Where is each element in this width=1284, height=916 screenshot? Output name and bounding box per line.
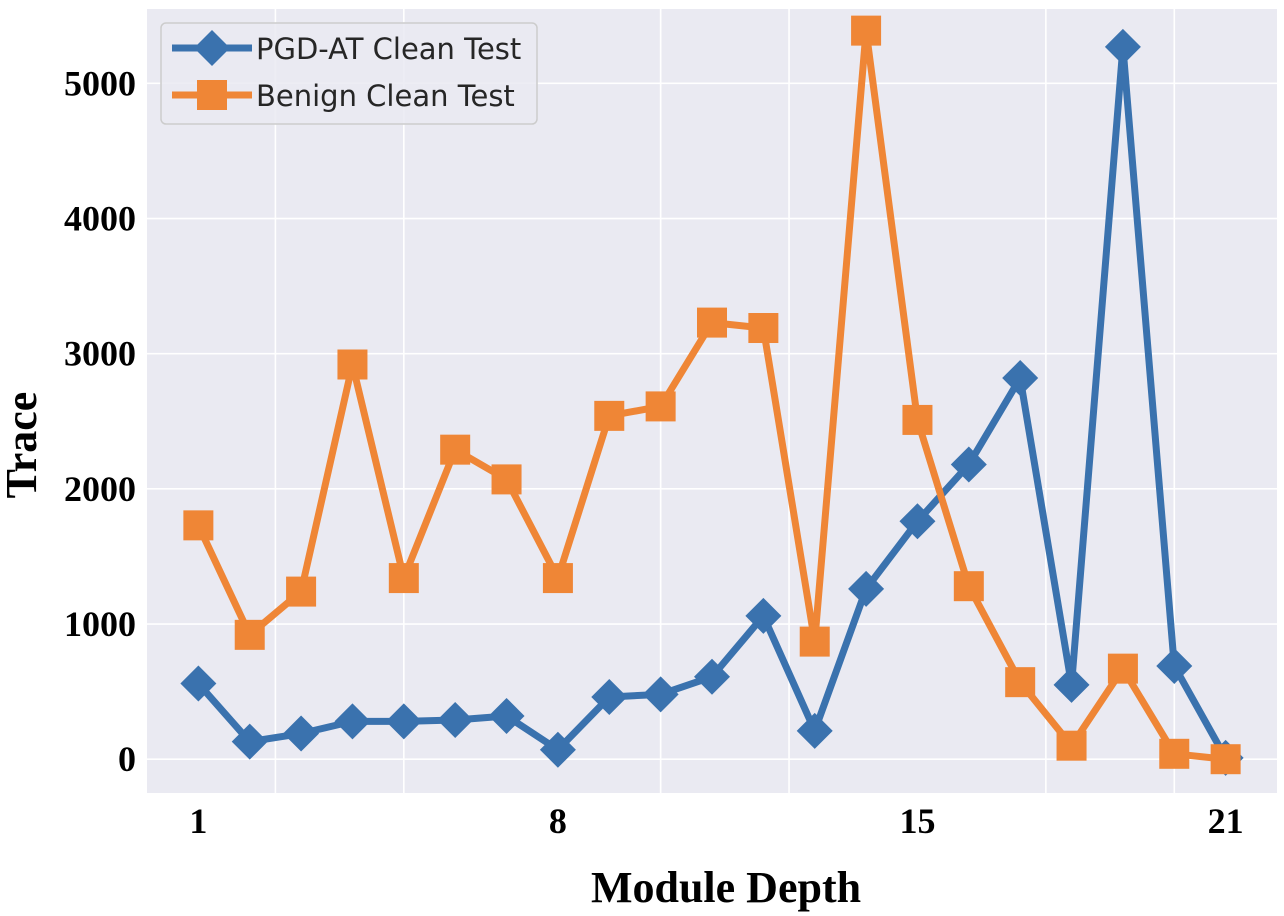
point-benign-13 [799,626,830,657]
point-pgd-19 [1104,28,1141,65]
point-benign-12 [748,313,779,344]
point-pgd-15 [899,503,936,540]
series-lines [180,15,1244,776]
point-pgd-8 [539,731,576,768]
point-pgd-12 [745,597,782,634]
legend-label-pgd: PGD-AT Clean Test [256,32,521,66]
point-pgd-13 [796,712,833,749]
series-pgd [180,28,1244,776]
point-benign-7 [491,464,522,495]
point-pgd-17 [1002,360,1039,397]
gridlines [147,9,1277,793]
point-benign-21 [1210,744,1241,775]
x-tick-label-15: 15 [899,801,935,841]
point-benign-5 [388,563,419,594]
y-tick-label-0: 0 [118,739,136,779]
point-benign-3 [286,576,317,607]
point-pgd-1 [180,665,217,702]
point-benign-9 [594,400,625,431]
point-benign-4 [337,349,368,380]
point-benign-2 [234,619,265,650]
point-pgd-4 [334,703,371,740]
point-pgd-3 [283,715,320,752]
point-benign-15 [902,404,933,435]
legend-marker-benign [197,80,227,110]
point-benign-1 [183,510,214,541]
point-benign-18 [1056,730,1087,761]
point-pgd-14 [848,570,885,607]
point-pgd-5 [385,703,422,740]
y-tick-label-3000: 3000 [64,334,136,374]
point-benign-11 [697,307,727,338]
legend-label-benign: Benign Clean Test [256,79,515,113]
point-benign-8 [542,563,573,594]
point-benign-10 [645,391,676,422]
x-tick-label-1: 1 [189,801,207,841]
y-axis-ticks: 0 1000 2000 3000 4000 5000 [64,63,136,779]
point-pgd-16 [950,446,987,483]
point-pgd-18 [1053,666,1090,703]
point-benign-17 [1005,667,1036,698]
y-tick-label-2000: 2000 [64,469,136,509]
y-tick-label-5000: 5000 [64,63,136,103]
point-benign-14 [851,15,882,46]
point-benign-16 [953,571,984,602]
x-tick-label-21: 21 [1208,801,1244,841]
x-axis-ticks: 1 8 15 21 [189,801,1243,841]
point-pgd-11 [694,658,730,695]
x-tick-label-8: 8 [549,801,567,841]
legend-marker-pgd [194,30,230,66]
point-pgd-6 [437,702,474,739]
point-pgd-2 [231,723,268,760]
point-pgd-10 [642,676,679,713]
point-benign-20 [1159,738,1190,769]
legend-frame [160,22,538,125]
point-pgd-7 [488,697,525,734]
point-pgd-20 [1156,647,1193,684]
point-benign-19 [1107,653,1138,684]
point-pgd-9 [591,679,628,716]
y-tick-label-4000: 4000 [64,199,136,239]
series-benign [183,15,1241,775]
point-benign-6 [440,434,471,465]
x-axis-label: Module Depth [591,863,861,912]
y-axis-label: Trace [0,392,46,499]
y-tick-label-1000: 1000 [64,604,136,644]
legend: PGD-AT Clean Test Benign Clean Test [160,22,538,125]
